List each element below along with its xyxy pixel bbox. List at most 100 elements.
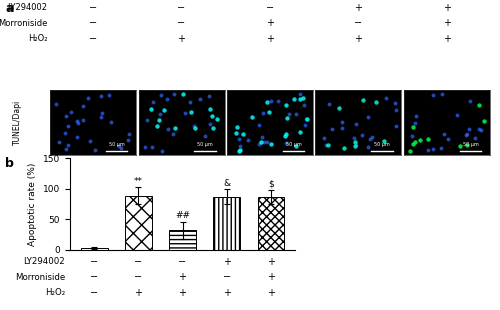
Point	[118, 145, 126, 150]
Point	[262, 140, 270, 145]
Point	[170, 125, 178, 130]
Point	[284, 116, 292, 121]
Point	[368, 135, 376, 140]
Point	[406, 149, 414, 154]
Text: +: +	[222, 257, 230, 267]
Point	[234, 148, 242, 153]
Point	[320, 135, 328, 140]
Point	[233, 125, 241, 130]
Point	[191, 126, 199, 131]
Point	[296, 91, 304, 96]
Point	[392, 123, 400, 128]
Point	[285, 112, 293, 117]
Point	[91, 147, 99, 152]
Text: −: −	[222, 272, 230, 282]
Point	[296, 96, 304, 101]
Point	[302, 122, 310, 127]
Text: LY294002: LY294002	[23, 257, 65, 267]
Point	[208, 113, 216, 118]
Point	[477, 127, 485, 132]
Point	[155, 117, 163, 122]
Point	[409, 141, 417, 146]
Point	[282, 103, 290, 108]
Point	[170, 132, 177, 137]
Text: 50 μm: 50 μm	[286, 142, 302, 147]
Point	[124, 138, 132, 143]
Point	[126, 131, 134, 136]
Text: −: −	[178, 18, 186, 28]
Point	[475, 126, 483, 131]
Point	[170, 92, 178, 97]
Point	[188, 110, 196, 115]
Point	[80, 103, 88, 108]
Point	[78, 117, 86, 122]
Text: H₂O₂: H₂O₂	[28, 34, 48, 43]
Point	[73, 119, 81, 124]
Text: +: +	[443, 18, 451, 28]
Point	[190, 123, 198, 128]
Point	[364, 145, 372, 150]
Point	[430, 93, 438, 98]
Point	[352, 121, 360, 126]
Point	[55, 139, 63, 144]
Text: +: +	[134, 288, 142, 298]
Point	[380, 139, 388, 144]
Point	[372, 99, 380, 104]
Point	[84, 96, 92, 101]
Text: &: &	[223, 179, 230, 188]
Point	[149, 100, 157, 104]
Point	[262, 99, 270, 104]
Point	[304, 116, 312, 121]
Text: +: +	[266, 272, 274, 282]
Point	[141, 144, 149, 149]
Point	[300, 103, 308, 108]
Point	[463, 132, 471, 137]
Point	[350, 136, 358, 141]
Text: −: −	[266, 3, 274, 13]
Point	[201, 134, 209, 139]
Point	[267, 99, 275, 104]
Point	[62, 114, 70, 119]
Text: Morroniside: Morroniside	[0, 19, 48, 28]
Point	[255, 122, 263, 127]
Point	[180, 91, 188, 96]
Point	[292, 144, 300, 148]
Point	[408, 134, 416, 139]
Point	[206, 107, 214, 112]
Point	[64, 123, 72, 128]
Bar	[258, 197, 284, 250]
Point	[472, 135, 480, 140]
Bar	[81, 248, 108, 250]
Text: +: +	[266, 288, 274, 298]
Point	[366, 136, 374, 141]
Text: +: +	[443, 34, 451, 44]
Point	[338, 119, 345, 124]
Point	[302, 116, 310, 121]
Point	[74, 120, 82, 125]
Point	[158, 92, 166, 97]
Point	[463, 143, 471, 148]
Point	[143, 117, 151, 122]
Point	[260, 139, 268, 144]
Point	[259, 110, 267, 115]
Point	[474, 103, 482, 108]
Text: −: −	[134, 257, 142, 267]
Point	[392, 108, 400, 113]
Point	[236, 147, 244, 152]
Text: +: +	[354, 34, 362, 44]
Point	[107, 119, 115, 124]
Point	[160, 108, 168, 113]
Text: −: −	[90, 288, 98, 298]
Point	[239, 131, 247, 136]
Text: −: −	[89, 3, 97, 13]
Text: +: +	[266, 257, 274, 267]
Text: −: −	[354, 18, 362, 28]
Text: $: $	[268, 179, 274, 188]
Text: TUNEL/Dapi: TUNEL/Dapi	[13, 100, 22, 145]
Point	[180, 110, 188, 115]
Point	[212, 117, 220, 122]
Text: 50 μm: 50 μm	[463, 142, 478, 147]
Point	[64, 142, 72, 147]
Point	[232, 131, 240, 136]
Text: −: −	[178, 3, 186, 13]
